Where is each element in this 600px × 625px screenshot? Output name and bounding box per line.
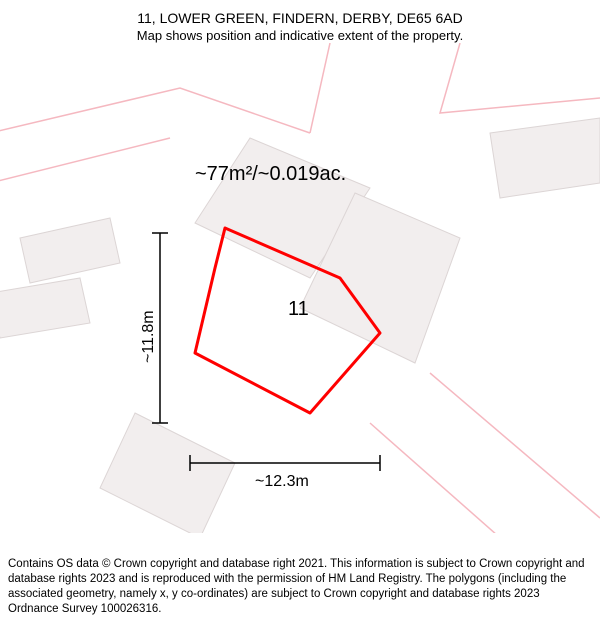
road-edge <box>440 43 600 113</box>
building-shape <box>490 118 600 198</box>
width-dimension-label: ~12.3m <box>255 473 309 491</box>
property-map-svg <box>0 43 600 533</box>
roads-layer <box>0 43 600 533</box>
page-subtitle: Map shows position and indicative extent… <box>0 28 600 43</box>
property-number-label: 11 <box>288 298 309 321</box>
page-title: 11, LOWER GREEN, FINDERN, DERBY, DE65 6A… <box>0 10 600 26</box>
building-shape <box>100 413 235 533</box>
map-container: ~77m²/~0.019ac. 11 ~11.8m ~12.3m <box>0 43 600 533</box>
road-edge <box>0 88 310 133</box>
area-label: ~77m²/~0.019ac. <box>195 163 346 186</box>
road-edge <box>310 43 330 133</box>
building-shape <box>20 218 120 283</box>
road-edge <box>0 138 170 183</box>
copyright-footer: Contains OS data © Crown copyright and d… <box>8 557 592 617</box>
header: 11, LOWER GREEN, FINDERN, DERBY, DE65 6A… <box>0 0 600 43</box>
building-shape <box>0 278 90 338</box>
road-edge <box>370 423 540 533</box>
height-dimension-label: ~11.8m <box>140 310 158 363</box>
road-edge <box>430 373 600 518</box>
